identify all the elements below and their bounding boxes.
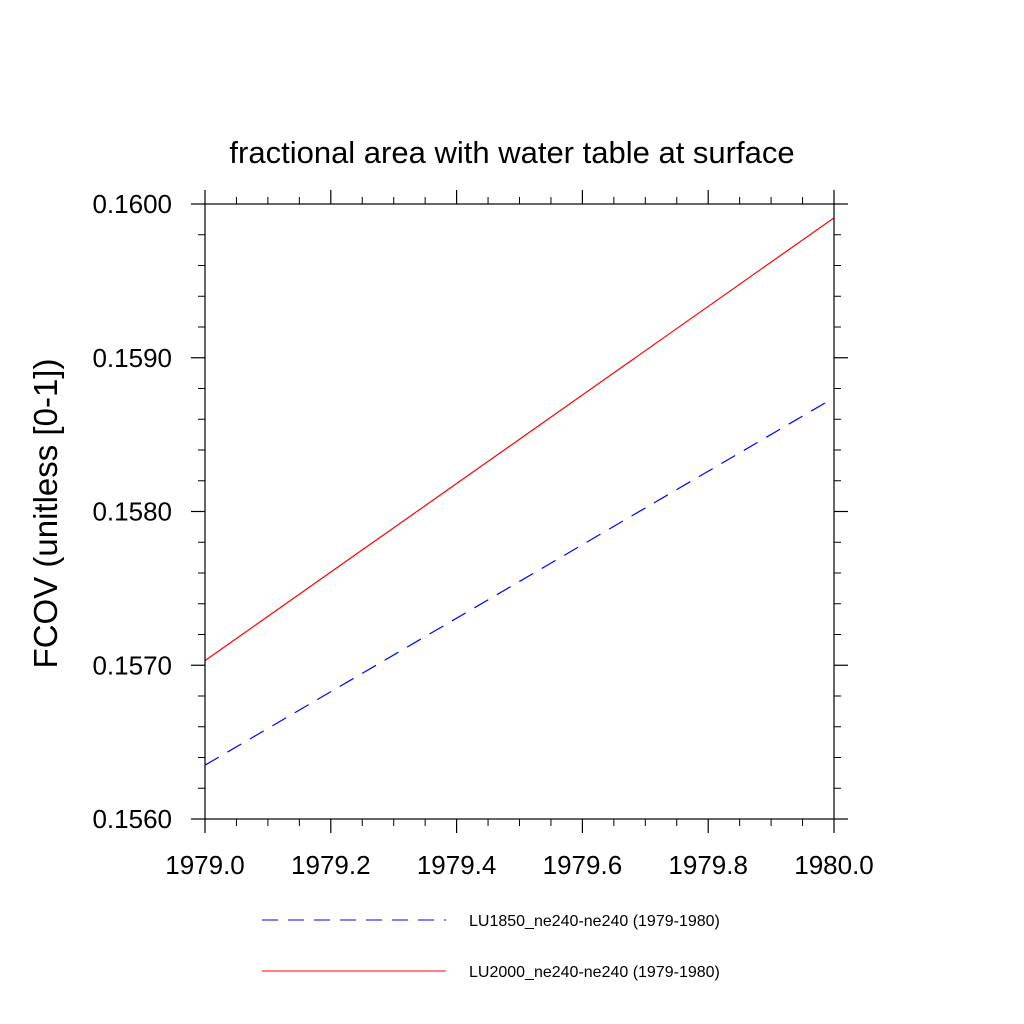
plot-frame — [204, 203, 835, 820]
y-tick-label: 0.1560 — [92, 804, 172, 834]
series-line-1 — [204, 397, 835, 766]
x-tick-label: 1980.0 — [794, 850, 874, 880]
y-axis-label: FCOV (unitless [0-1]) — [27, 359, 64, 669]
x-tick-label: 1979.2 — [291, 850, 371, 880]
y-tick-label: 0.1570 — [92, 650, 172, 680]
series-line-2 — [204, 217, 835, 662]
x-tick-label: 1979.4 — [417, 850, 497, 880]
chart-title: fractional area with water table at surf… — [229, 135, 794, 170]
y-tick-label: 0.1590 — [92, 343, 172, 373]
x-tick-label: 1979.6 — [543, 850, 623, 880]
y-tick-label: 0.1580 — [92, 497, 172, 527]
y-tick-label: 0.1600 — [92, 189, 172, 219]
legend-label-1: LU1850_ne240-ne240 (1979-1980) — [469, 913, 720, 930]
legend-label-2: LU2000_ne240-ne240 (1979-1980) — [469, 964, 720, 981]
x-tick-label: 1979.8 — [668, 850, 748, 880]
x-tick-label: 1979.0 — [165, 850, 245, 880]
